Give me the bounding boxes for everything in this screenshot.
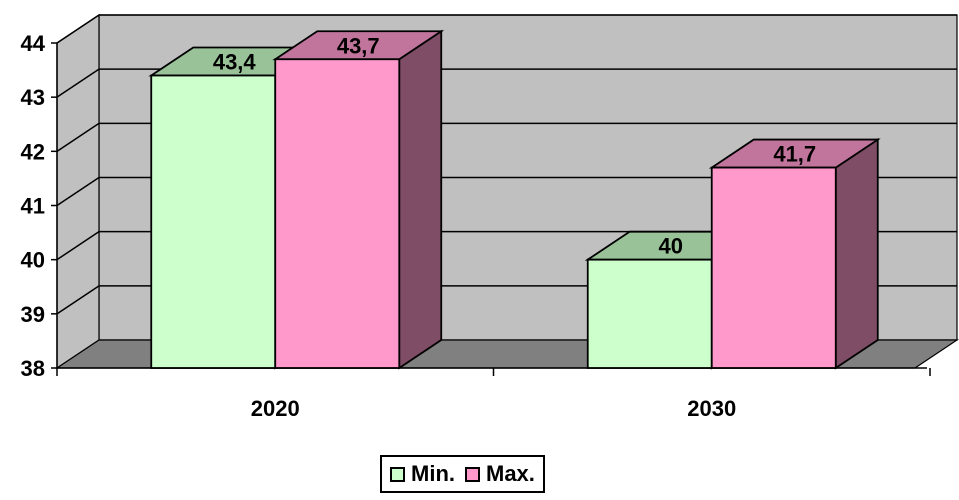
gridline — [56, 122, 957, 152]
legend-swatch-max — [465, 466, 480, 482]
bar-side — [398, 29, 443, 370]
data-label: 43,7 — [337, 33, 380, 58]
legend-label-max: Max. — [486, 461, 535, 486]
bar-front — [586, 258, 713, 369]
y-tick-label: 43 — [21, 85, 45, 110]
bar-side — [834, 137, 879, 370]
y-tick-label: 39 — [21, 302, 45, 327]
y-tick-label: 44 — [21, 31, 46, 56]
y-tick-label: 41 — [21, 194, 45, 219]
x-category-label: 2020 — [251, 396, 300, 421]
legend-item-max: Max. — [465, 461, 535, 487]
bar-front — [710, 166, 837, 369]
legend-item-min: Min. — [390, 461, 455, 487]
bars — [148, 29, 881, 370]
gridline — [56, 68, 957, 98]
bar-front — [150, 74, 277, 369]
bar-max-2030 — [708, 137, 881, 370]
gridline — [56, 14, 957, 44]
x-category-label: 2030 — [687, 396, 736, 421]
y-tick-label: 40 — [21, 248, 45, 273]
legend: Min. Max. — [380, 455, 545, 493]
bar-max-2020 — [272, 29, 445, 370]
y-tick-label: 42 — [21, 139, 45, 164]
legend-swatch-min — [390, 466, 405, 482]
labels: 38 39 40 41 42 43 44 2020 2030 43,4 43,7 40 41,7 — [21, 31, 817, 421]
legend-label-min: Min. — [411, 461, 455, 486]
data-label: 40 — [659, 234, 683, 259]
y-tick-label: 38 — [21, 356, 45, 381]
data-label: 43,4 — [213, 50, 257, 75]
data-label: 41,7 — [773, 142, 816, 167]
bar-front — [274, 58, 401, 369]
gridline — [56, 176, 957, 207]
